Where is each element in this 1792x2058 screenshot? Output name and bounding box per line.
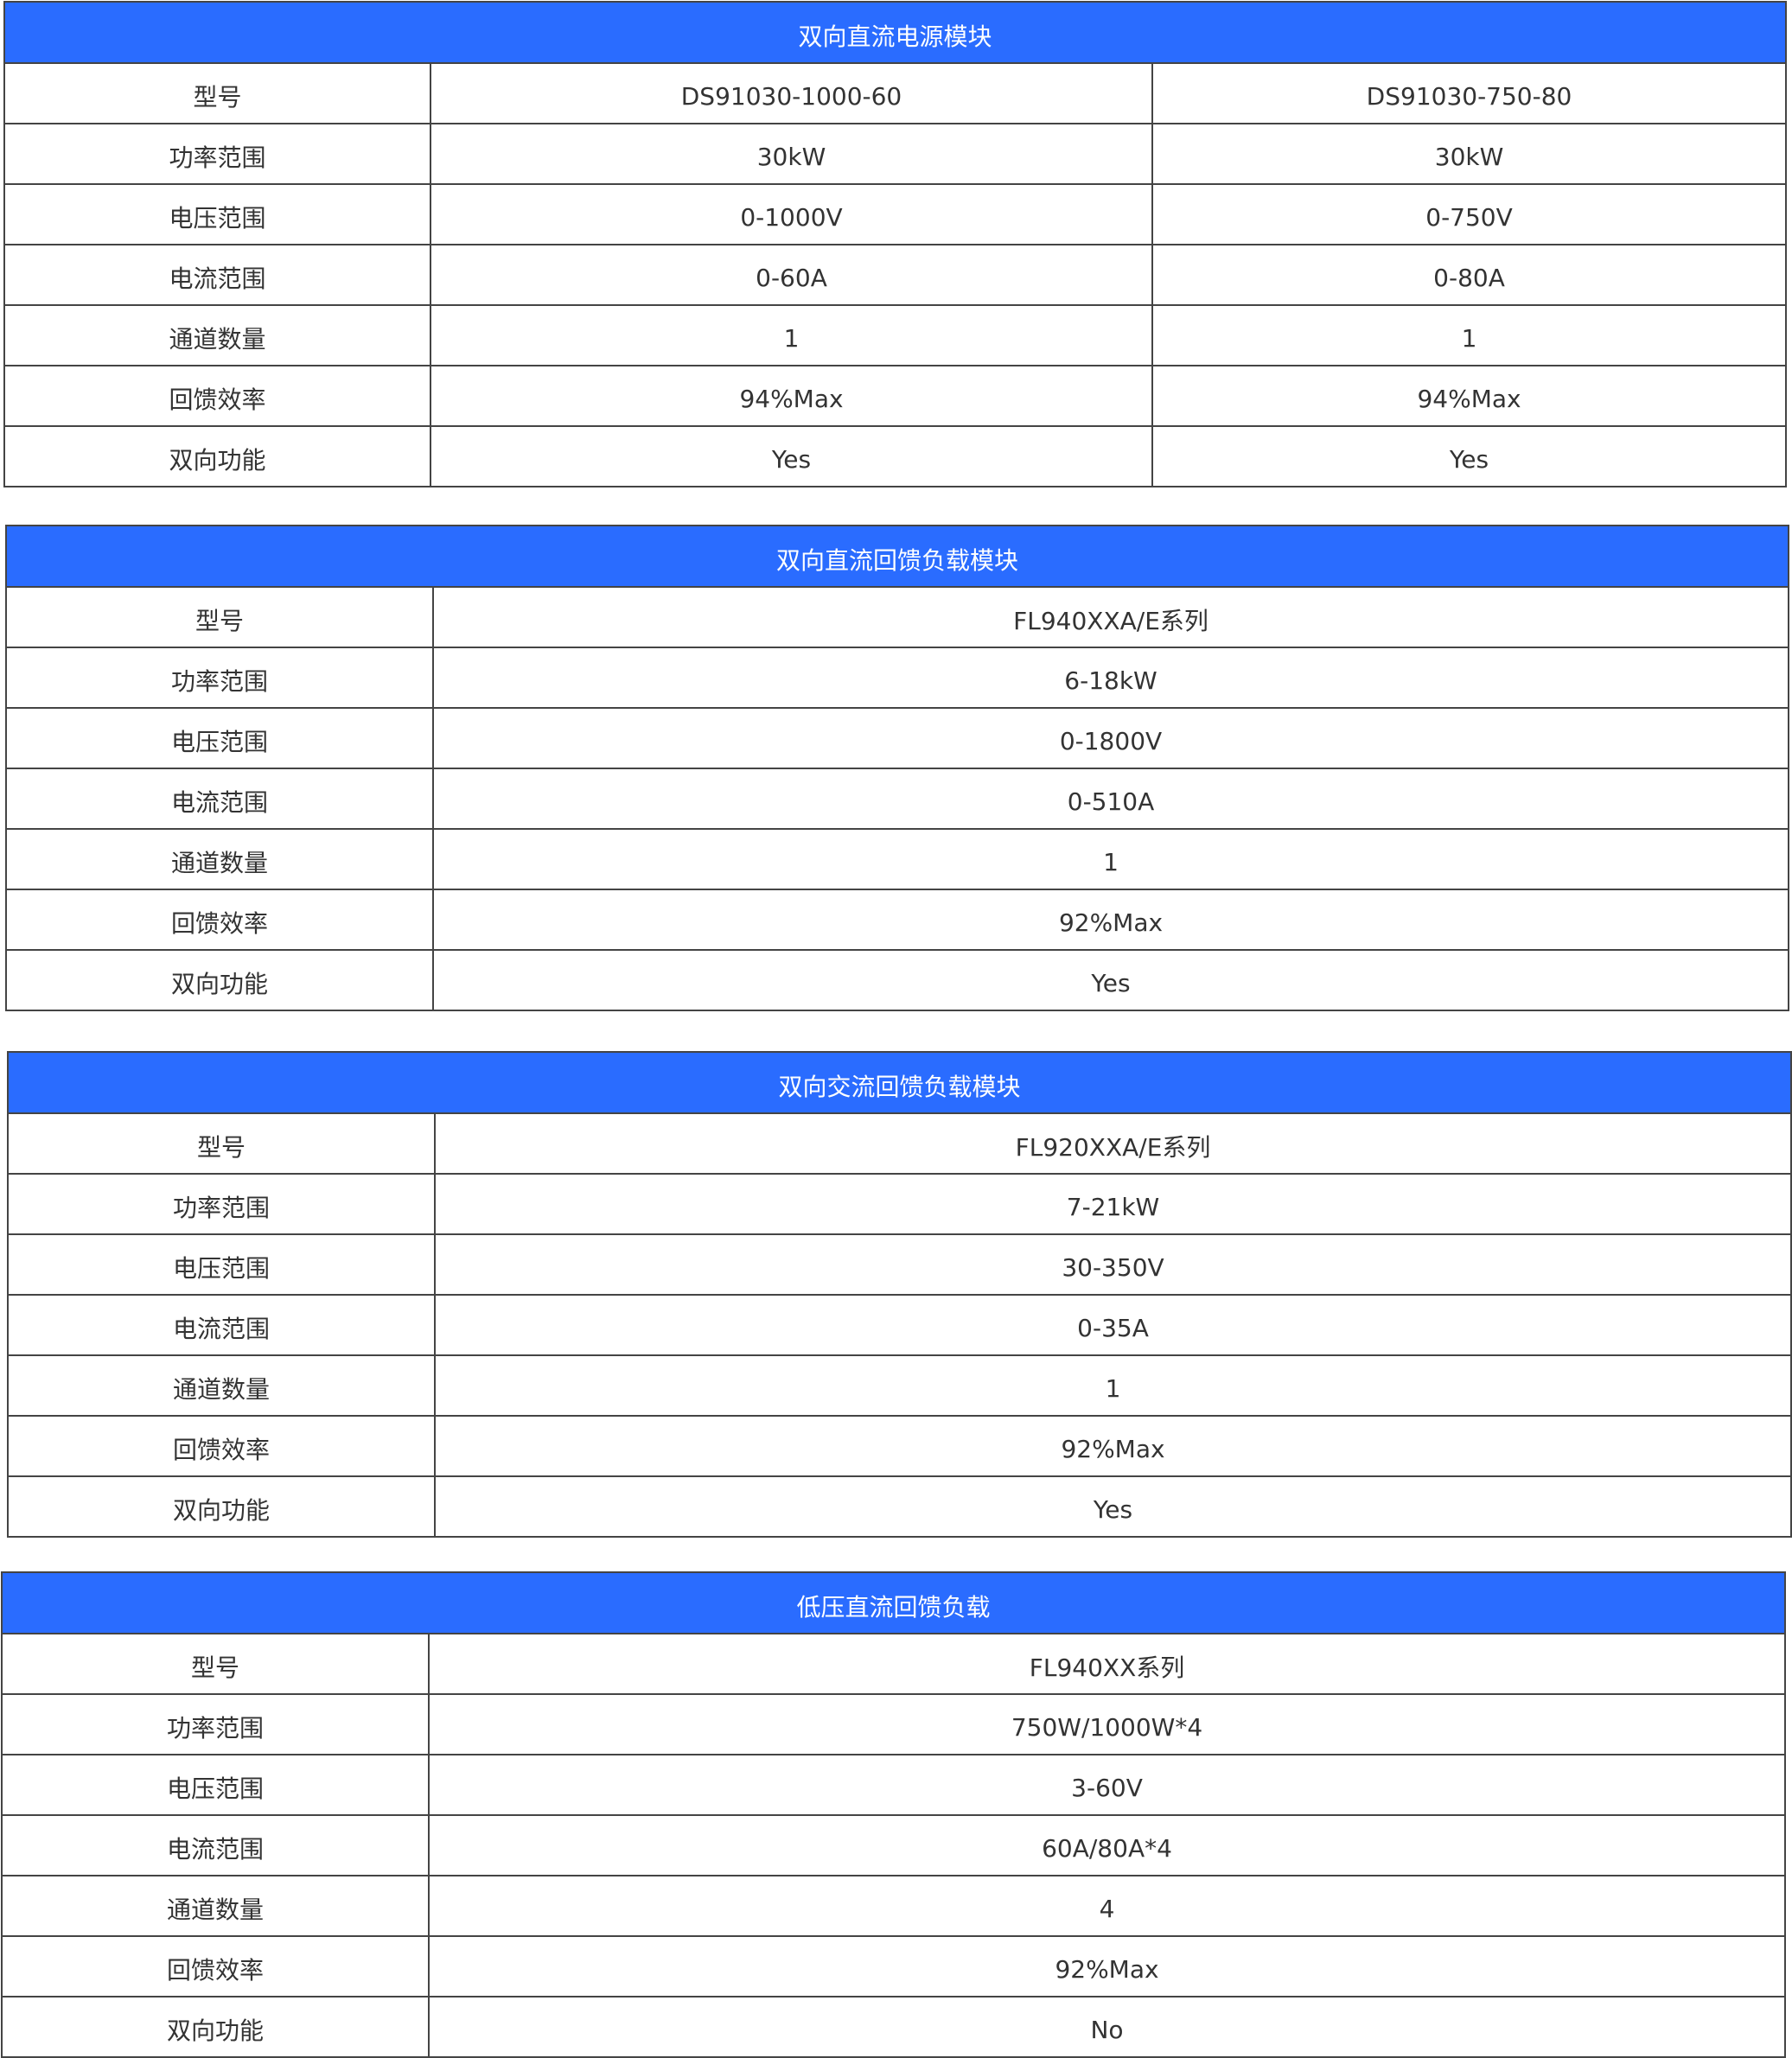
row-value: FL920XXA/E系列	[433, 1112, 1792, 1175]
row-label: 型号	[5, 586, 434, 648]
row-value: 30-350V	[433, 1233, 1792, 1296]
row-label: 双向功能	[5, 949, 434, 1011]
row-value: 60A/80A*4	[427, 1814, 1787, 1876]
table-row: 双向功能 Yes	[7, 1475, 1792, 1538]
row-label: 型号	[7, 1112, 436, 1175]
table-row: 功率范围 6-18kW	[5, 647, 1790, 709]
row-value: Yes	[431, 949, 1790, 1011]
row-label: 通道数量	[3, 304, 431, 366]
row-value: FL940XXA/E系列	[431, 586, 1790, 648]
row-value: 94%Max	[1151, 365, 1788, 427]
row-label: 型号	[1, 1633, 430, 1695]
table-title: 双向直流电源模块	[3, 1, 1788, 64]
row-value: 1	[433, 1354, 1792, 1417]
spec-table: 低压直流回馈负载 型号 FL940XX系列 功率范围 750W/1000W*4 电压范围 3…	[0, 1571, 1787, 2058]
row-label: 功率范围	[3, 123, 431, 185]
row-value: 30kW	[430, 123, 1153, 185]
spec-table: 双向直流回馈负载模块 型号 FL940XXA/E系列 功率范围 6-18kW 电压范围 0-…	[4, 525, 1790, 1011]
table-row: 通道数量 4	[1, 1875, 1787, 1937]
spec-table: 双向交流回馈负载模块 型号 FL920XXA/E系列 功率范围 7-21kW 电压范围 30…	[6, 1051, 1792, 1538]
row-value: 1	[431, 828, 1790, 890]
row-value: Yes	[433, 1475, 1792, 1538]
table-row: 功率范围 750W/1000W*4	[1, 1693, 1787, 1755]
row-value: 0-1000V	[430, 183, 1153, 245]
row-label: 双向功能	[7, 1475, 436, 1538]
row-label: 电压范围	[3, 183, 431, 245]
table-row: 回馈效率 92%Max	[7, 1415, 1792, 1477]
table-row: 双向功能 Yes Yes	[3, 425, 1788, 487]
table-row: 型号 DS91030-1000-60 DS91030-750-80	[3, 62, 1788, 124]
row-label: 功率范围	[5, 647, 434, 709]
row-value: 92%Max	[427, 1935, 1787, 1997]
row-value: 0-750V	[1151, 183, 1788, 245]
row-value: FL940XX系列	[427, 1633, 1787, 1695]
row-value: DS91030-750-80	[1151, 62, 1788, 124]
row-value: 0-60A	[430, 244, 1153, 306]
row-label: 电流范围	[1, 1814, 430, 1876]
table-row: 通道数量 1	[5, 828, 1790, 890]
table-row: 回馈效率 92%Max	[1, 1935, 1787, 1997]
table-row: 电压范围 0-1000V 0-750V	[3, 183, 1788, 245]
table-row: 电压范围 0-1800V	[5, 707, 1790, 769]
table-row: 电流范围 0-35A	[7, 1294, 1792, 1356]
table-row: 型号 FL920XXA/E系列	[7, 1112, 1792, 1175]
table-row: 电流范围 0-510A	[5, 768, 1790, 830]
table-row: 电压范围 3-60V	[1, 1754, 1787, 1816]
row-label: 电压范围	[5, 707, 434, 769]
row-label: 通道数量	[5, 828, 434, 890]
row-value: 7-21kW	[433, 1173, 1792, 1235]
row-value: 0-510A	[431, 768, 1790, 830]
table-row: 型号 FL940XXA/E系列	[5, 586, 1790, 648]
row-value: 30kW	[1151, 123, 1788, 185]
row-label: 电流范围	[7, 1294, 436, 1356]
row-value: 750W/1000W*4	[427, 1693, 1787, 1755]
row-value: 1	[1151, 304, 1788, 366]
row-value: 4	[427, 1875, 1787, 1937]
row-label: 功率范围	[1, 1693, 430, 1755]
row-value: 92%Max	[433, 1415, 1792, 1477]
row-label: 回馈效率	[5, 889, 434, 951]
table-title: 双向直流回馈负载模块	[4, 525, 1790, 588]
table-row: 电压范围 30-350V	[7, 1233, 1792, 1296]
row-label: 通道数量	[1, 1875, 430, 1937]
row-label: 电压范围	[1, 1754, 430, 1816]
row-value: 3-60V	[427, 1754, 1787, 1816]
row-value: Yes	[1151, 425, 1788, 487]
row-label: 双向功能	[3, 425, 431, 487]
row-label: 回馈效率	[7, 1415, 436, 1477]
spec-table: 双向直流电源模块 型号 DS91030-1000-60 DS91030-750-80 功…	[3, 1, 1788, 487]
table-row: 回馈效率 92%Max	[5, 889, 1790, 951]
row-label: 电压范围	[7, 1233, 436, 1296]
row-value: 0-80A	[1151, 244, 1788, 306]
table-title: 双向交流回馈负载模块	[6, 1051, 1792, 1114]
row-value: 1	[430, 304, 1153, 366]
row-value: 0-35A	[433, 1294, 1792, 1356]
row-value: 6-18kW	[431, 647, 1790, 709]
row-label: 电流范围	[5, 768, 434, 830]
table-row: 回馈效率 94%Max 94%Max	[3, 365, 1788, 427]
row-label: 型号	[3, 62, 431, 124]
table-row: 功率范围 7-21kW	[7, 1173, 1792, 1235]
row-label: 电流范围	[3, 244, 431, 306]
table-row: 双向功能 No	[1, 1996, 1787, 2058]
row-label: 功率范围	[7, 1173, 436, 1235]
table-title: 低压直流回馈负载	[0, 1571, 1787, 1634]
table-row: 功率范围 30kW 30kW	[3, 123, 1788, 185]
table-row: 双向功能 Yes	[5, 949, 1790, 1011]
row-label: 双向功能	[1, 1996, 430, 2058]
row-value: 0-1800V	[431, 707, 1790, 769]
row-value: 94%Max	[430, 365, 1153, 427]
table-row: 通道数量 1 1	[3, 304, 1788, 366]
table-row: 电流范围 60A/80A*4	[1, 1814, 1787, 1876]
table-row: 通道数量 1	[7, 1354, 1792, 1417]
table-row: 型号 FL940XX系列	[1, 1633, 1787, 1695]
row-value: 92%Max	[431, 889, 1790, 951]
row-value: No	[427, 1996, 1787, 2058]
row-value: Yes	[430, 425, 1153, 487]
row-label: 通道数量	[7, 1354, 436, 1417]
row-label: 回馈效率	[3, 365, 431, 427]
row-label: 回馈效率	[1, 1935, 430, 1997]
row-value: DS91030-1000-60	[430, 62, 1153, 124]
table-row: 电流范围 0-60A 0-80A	[3, 244, 1788, 306]
